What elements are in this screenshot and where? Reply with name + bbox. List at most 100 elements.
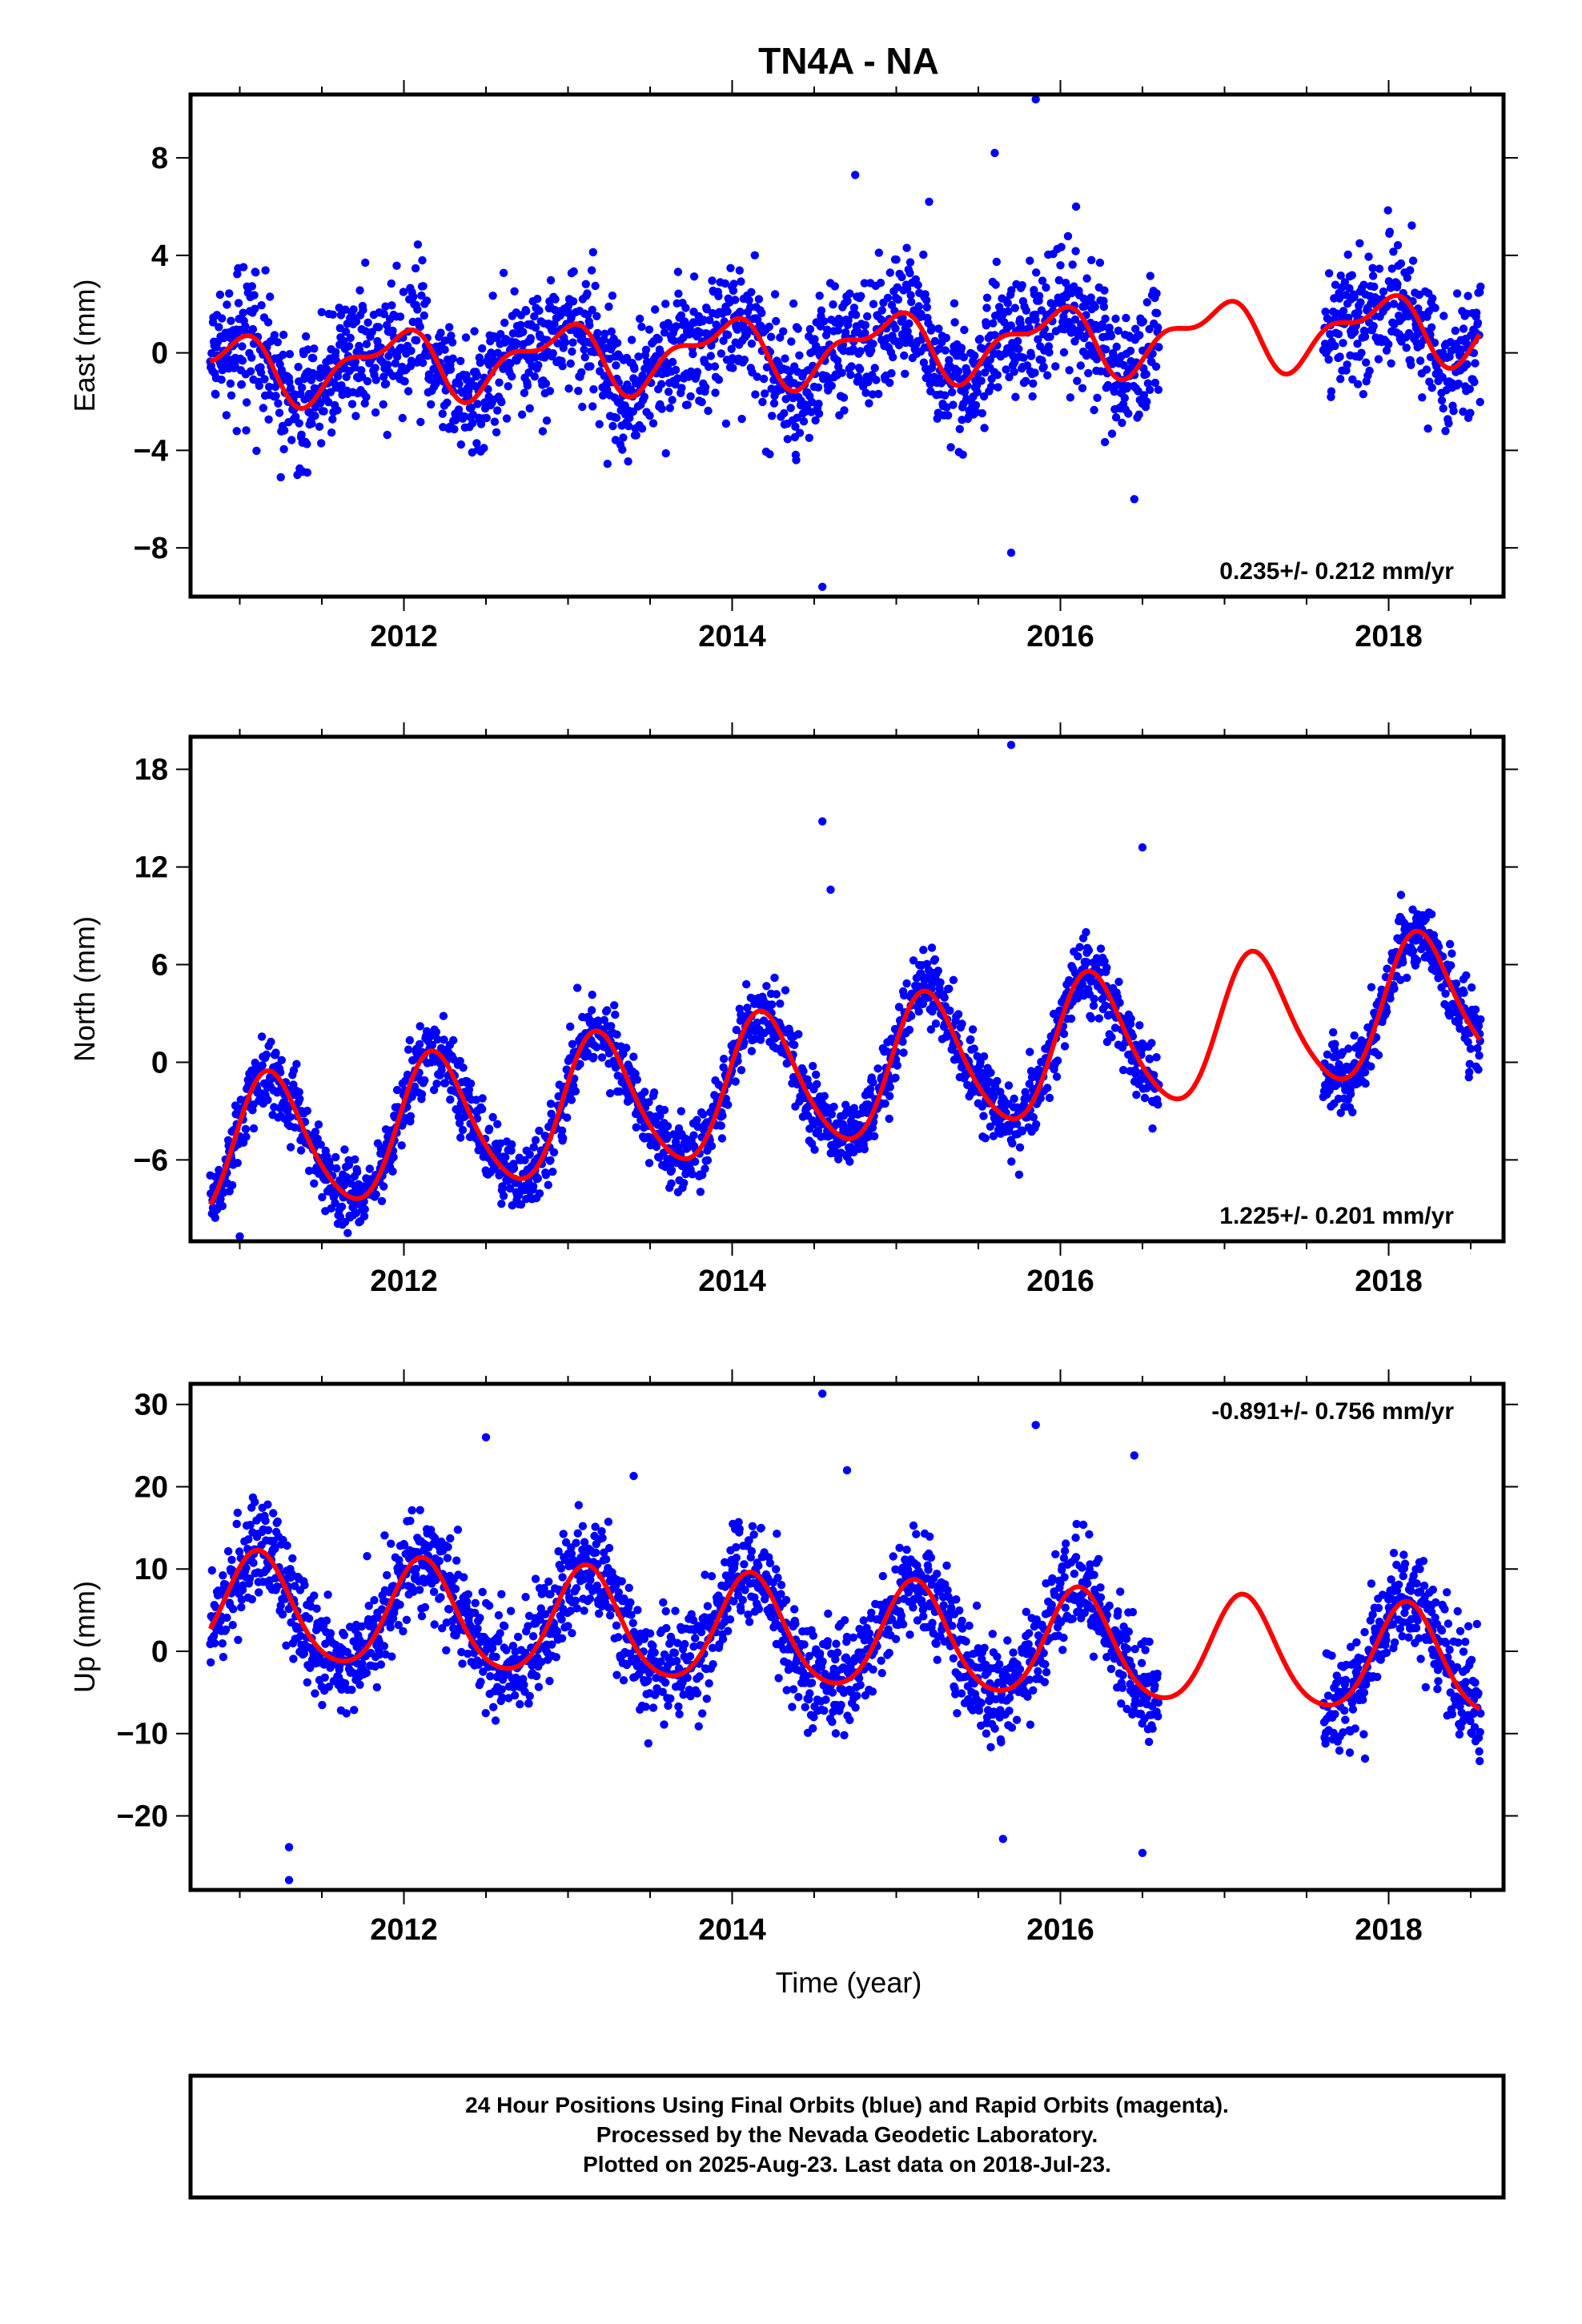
data-point bbox=[1427, 323, 1436, 332]
data-point bbox=[640, 392, 648, 401]
data-points bbox=[206, 741, 1485, 1241]
data-point bbox=[285, 350, 295, 359]
data-point bbox=[869, 300, 878, 308]
data-point bbox=[500, 318, 509, 328]
data-point bbox=[591, 281, 600, 291]
data-point bbox=[549, 1148, 559, 1157]
data-point bbox=[526, 334, 535, 343]
data-point bbox=[1393, 279, 1402, 288]
data-point bbox=[1439, 404, 1447, 413]
data-point bbox=[829, 300, 837, 309]
y-tick-label: 6 bbox=[151, 949, 168, 983]
data-point bbox=[829, 1102, 838, 1112]
data-point bbox=[362, 1668, 371, 1678]
data-point bbox=[753, 1018, 761, 1027]
data-point bbox=[520, 388, 529, 397]
data-point bbox=[593, 328, 602, 338]
data-point bbox=[1115, 998, 1124, 1007]
data-point bbox=[640, 1088, 649, 1096]
data-point bbox=[1082, 927, 1090, 937]
data-point bbox=[1142, 397, 1151, 406]
data-point bbox=[478, 1104, 487, 1114]
data-point bbox=[266, 292, 275, 301]
data-point bbox=[535, 1126, 544, 1136]
data-point bbox=[448, 338, 457, 347]
data-point bbox=[608, 292, 617, 300]
data-point bbox=[267, 1037, 275, 1047]
data-point bbox=[667, 1166, 677, 1175]
data-point bbox=[807, 397, 817, 407]
data-point bbox=[233, 1159, 242, 1168]
data-point bbox=[1150, 378, 1160, 388]
data-point bbox=[677, 384, 686, 392]
data-point bbox=[781, 395, 790, 404]
data-point bbox=[1063, 231, 1073, 241]
data-point bbox=[686, 392, 695, 401]
data-point bbox=[327, 428, 336, 437]
data-point bbox=[598, 391, 608, 400]
data-point bbox=[1134, 410, 1143, 419]
data-point bbox=[363, 318, 372, 327]
data-point bbox=[239, 308, 247, 317]
data-point bbox=[315, 399, 325, 408]
data-point bbox=[211, 390, 220, 399]
data-point bbox=[607, 1022, 616, 1031]
data-point bbox=[280, 426, 289, 435]
data-point bbox=[1383, 206, 1392, 215]
data-point bbox=[839, 393, 849, 402]
data-point bbox=[466, 1079, 476, 1088]
data-point bbox=[900, 351, 909, 360]
data-point bbox=[987, 375, 996, 384]
data-point bbox=[1018, 281, 1027, 290]
data-point bbox=[742, 979, 751, 989]
data-point bbox=[476, 1614, 484, 1622]
data-point bbox=[1350, 328, 1359, 336]
data-point bbox=[1359, 390, 1368, 399]
data-point bbox=[286, 384, 295, 392]
data-point bbox=[1346, 1090, 1355, 1099]
data-point bbox=[318, 1192, 327, 1202]
data-point bbox=[400, 377, 409, 386]
data-point bbox=[1382, 346, 1391, 355]
data-point bbox=[1076, 361, 1086, 370]
data-point bbox=[689, 349, 697, 359]
data-point bbox=[343, 1228, 352, 1237]
data-point bbox=[1095, 258, 1105, 267]
data-point bbox=[320, 1673, 329, 1682]
data-point bbox=[603, 1006, 612, 1015]
data-point bbox=[772, 316, 781, 326]
data-point bbox=[844, 316, 853, 325]
data-point bbox=[907, 1011, 916, 1020]
data-point bbox=[1321, 308, 1330, 316]
data-point bbox=[1360, 332, 1370, 341]
data-point bbox=[515, 1191, 524, 1200]
data-point bbox=[257, 301, 266, 310]
data-point bbox=[1120, 393, 1130, 403]
data-point bbox=[776, 999, 785, 1008]
data-point bbox=[595, 420, 604, 428]
data-point bbox=[883, 293, 893, 303]
data-point bbox=[505, 1184, 515, 1193]
data-point bbox=[1145, 324, 1154, 334]
data-point bbox=[1333, 309, 1342, 318]
data-point bbox=[542, 416, 552, 425]
data-point bbox=[560, 338, 570, 347]
data-point bbox=[786, 404, 795, 412]
data-point bbox=[1447, 949, 1456, 958]
data-point bbox=[979, 1052, 989, 1061]
data-point bbox=[433, 1035, 442, 1044]
data-point bbox=[897, 272, 906, 282]
data-point bbox=[1057, 243, 1066, 251]
data-point bbox=[588, 991, 596, 999]
data-point bbox=[693, 1116, 701, 1124]
data-point bbox=[279, 444, 288, 454]
data-point bbox=[930, 336, 940, 346]
data-point bbox=[412, 336, 421, 345]
data-point bbox=[949, 975, 958, 985]
data-point bbox=[954, 1010, 963, 1019]
data-point bbox=[680, 1179, 689, 1188]
data-point bbox=[1126, 1014, 1135, 1023]
data-point bbox=[1382, 1007, 1391, 1016]
data-point bbox=[810, 335, 819, 344]
